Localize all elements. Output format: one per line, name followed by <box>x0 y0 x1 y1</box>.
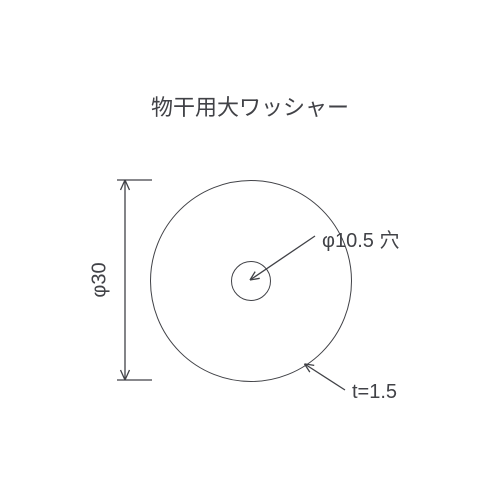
diagram-stage: 物干用大ワッシャー φ30 φ10.5 穴 t=1.5 <box>0 0 500 500</box>
leader-thickness <box>0 0 500 500</box>
label-thickness: t=1.5 <box>352 381 397 404</box>
